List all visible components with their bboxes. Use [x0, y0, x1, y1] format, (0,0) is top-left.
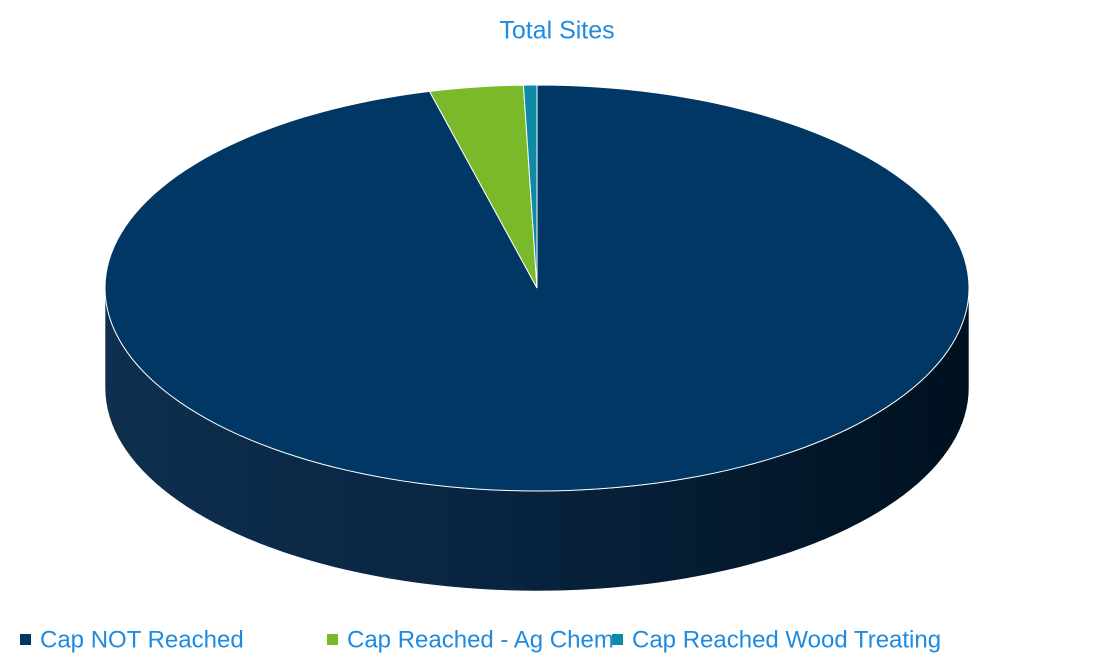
pie-slice: [428, 84, 538, 289]
legend-label: Cap NOT Reached: [40, 626, 244, 653]
pie-slice: [522, 84, 538, 289]
legend-swatch: [327, 634, 338, 645]
legend-swatch: [612, 634, 623, 645]
legend-label: Cap Reached - Ag Chem: [347, 626, 614, 653]
legend-swatch: [20, 634, 31, 645]
legend-label: Cap Reached Wood Treating: [632, 626, 941, 653]
chart-title: Total Sites: [499, 17, 614, 45]
